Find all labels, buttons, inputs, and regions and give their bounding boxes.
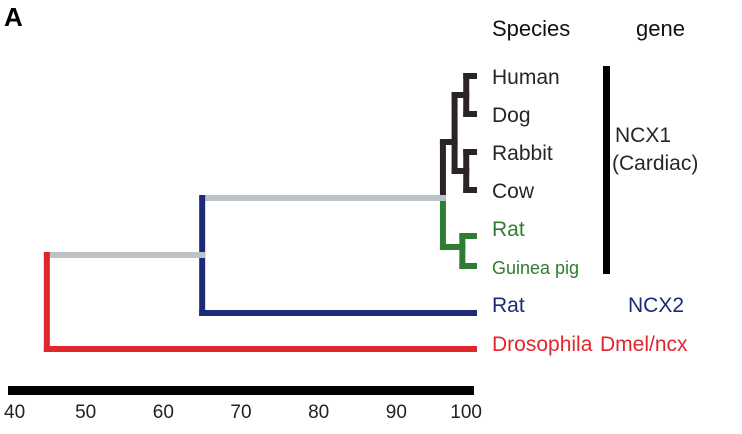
gene-label-cardiac: (Cardiac) [612, 152, 698, 175]
leaf-label-rat-ncx2: Rat [492, 294, 525, 317]
gene-label-ncx1: NCX1 [615, 124, 671, 147]
gene-header: gene [636, 16, 685, 41]
axis-tick-label: 100 [450, 402, 482, 423]
axis-tick-label: 60 [153, 402, 174, 423]
axis-tick-label: 70 [230, 402, 251, 423]
leaf-label-human: Human [492, 66, 560, 89]
leaf-label-dog: Dog [492, 104, 531, 127]
panel-label: A [4, 2, 23, 32]
ncx1-group-bracket [603, 66, 610, 274]
gene-label-ncx2: NCX2 [628, 294, 684, 317]
tree-branches [43, 73, 477, 352]
species-header: Species [492, 16, 570, 41]
leaf-label-cow: Cow [492, 180, 535, 203]
leaf-label-drosophila: Drosophila [492, 333, 593, 356]
scale-axis-bar [8, 386, 474, 395]
axis-tick-label: 80 [308, 402, 329, 423]
axis-tick-label: 50 [75, 402, 96, 423]
leaf-label-rabbit: Rabbit [492, 142, 553, 165]
leaf-label-rat-ncx1: Rat [492, 218, 525, 241]
axis-tick-label: 40 [4, 402, 25, 423]
scale-axis-ticks: 40 50 60 70 80 90 100 [4, 402, 482, 423]
axis-tick-label: 90 [386, 402, 407, 423]
gene-label-dmel: Dmel/ncx [600, 333, 688, 356]
leaf-label-guinea-pig: Guinea pig [492, 258, 579, 278]
